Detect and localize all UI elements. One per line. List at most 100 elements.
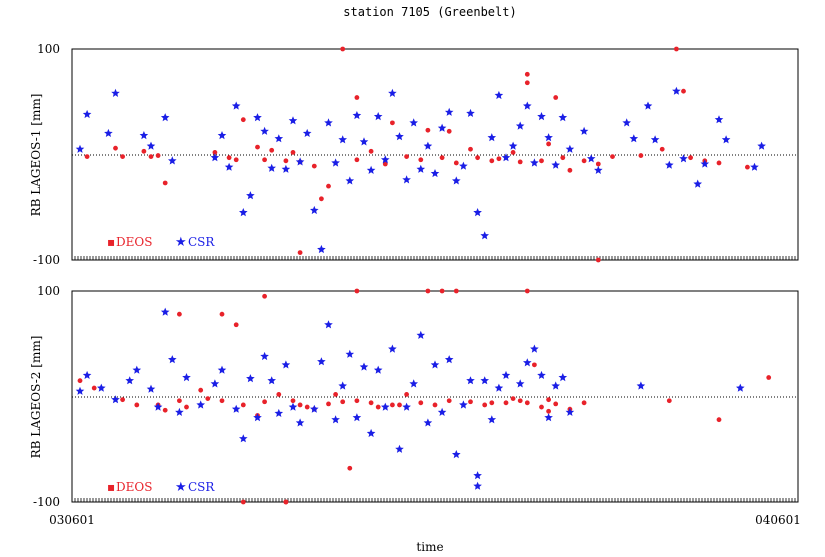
- point-deos: [276, 391, 282, 397]
- point-csr: [388, 344, 397, 353]
- point-csr: [388, 88, 397, 97]
- point-csr: [331, 415, 340, 424]
- point-deos: [162, 180, 168, 186]
- point-deos: [205, 396, 211, 402]
- point-deos: [262, 293, 267, 299]
- point-csr: [430, 360, 440, 369]
- point-csr: [246, 374, 255, 383]
- legend-csr-marker: ★: [175, 480, 187, 495]
- point-csr: [444, 107, 454, 116]
- point-csr: [544, 133, 553, 142]
- point-deos: [382, 161, 388, 167]
- point-deos: [233, 322, 239, 328]
- point-deos: [581, 158, 587, 164]
- point-csr: [352, 413, 362, 422]
- legend-csr-marker: ★: [175, 235, 187, 250]
- point-deos: [297, 250, 303, 256]
- point-csr: [473, 208, 482, 217]
- point-deos: [198, 387, 204, 393]
- y-axis-label: RB LAGEOS-1 [mm]: [29, 94, 43, 217]
- point-csr: [402, 402, 411, 411]
- point-deos: [546, 141, 551, 147]
- y-tick-label-bottom: -100: [33, 253, 60, 267]
- point-csr: [551, 160, 560, 169]
- point-csr: [594, 165, 603, 174]
- point-csr: [317, 244, 326, 254]
- point-csr: [473, 471, 482, 480]
- point-csr: [402, 175, 411, 184]
- point-deos: [390, 120, 395, 126]
- point-deos: [283, 158, 289, 164]
- point-csr: [295, 157, 305, 166]
- point-csr: [366, 428, 376, 438]
- point-deos: [688, 155, 693, 161]
- point-csr: [338, 381, 347, 390]
- point-deos: [233, 157, 239, 163]
- point-csr: [125, 376, 134, 385]
- point-csr: [409, 118, 418, 127]
- point-deos: [546, 397, 551, 403]
- point-deos: [134, 402, 140, 408]
- point-csr: [267, 376, 276, 385]
- point-csr: [175, 407, 184, 416]
- point-deos: [354, 157, 360, 163]
- point-csr: [487, 133, 497, 142]
- point-csr: [501, 370, 511, 379]
- point-deos: [304, 404, 310, 410]
- point-deos: [319, 196, 324, 202]
- point-csr: [622, 118, 631, 127]
- point-csr: [416, 330, 426, 339]
- point-deos: [177, 398, 182, 404]
- point-csr: [558, 113, 568, 122]
- legend: ▪ DEOS ★ CSR: [107, 235, 215, 250]
- point-csr: [650, 135, 660, 144]
- point-deos: [546, 408, 551, 414]
- point-deos: [397, 402, 402, 408]
- point-csr: [544, 413, 553, 422]
- point-csr: [636, 381, 646, 390]
- point-deos: [184, 404, 189, 410]
- point-deos: [638, 153, 644, 158]
- point-deos: [425, 288, 431, 294]
- point-csr: [146, 384, 156, 393]
- x-tick-label-start: 030601: [49, 513, 95, 527]
- point-csr: [359, 137, 369, 146]
- point-csr: [721, 135, 731, 144]
- point-deos: [269, 147, 275, 153]
- legend-csr-label: CSR: [188, 480, 215, 494]
- point-csr: [523, 358, 532, 367]
- point-csr: [345, 176, 355, 185]
- point-csr: [260, 351, 269, 361]
- point-deos: [219, 311, 225, 317]
- point-deos: [510, 149, 516, 155]
- point-deos: [347, 465, 353, 471]
- point-csr: [210, 153, 220, 162]
- point-csr: [523, 101, 532, 110]
- point-deos: [446, 128, 452, 134]
- point-deos: [340, 46, 346, 52]
- point-deos: [681, 88, 686, 94]
- point-deos: [240, 402, 246, 408]
- point-deos: [766, 375, 772, 380]
- point-deos: [524, 288, 530, 294]
- point-csr: [700, 159, 710, 168]
- point-deos: [674, 46, 679, 52]
- point-deos: [368, 148, 374, 154]
- point-csr: [104, 128, 113, 137]
- point-deos: [155, 153, 161, 158]
- point-csr: [466, 376, 475, 385]
- point-deos: [446, 398, 452, 404]
- point-csr: [466, 108, 475, 117]
- point-csr: [253, 113, 262, 122]
- point-deos: [553, 401, 559, 407]
- point-deos: [432, 402, 438, 408]
- point-csr: [586, 154, 596, 163]
- point-deos: [340, 399, 346, 405]
- point-csr: [643, 101, 653, 110]
- point-csr: [160, 307, 170, 316]
- point-deos: [354, 398, 360, 404]
- point-csr: [565, 144, 575, 153]
- point-deos: [510, 396, 516, 402]
- point-csr: [423, 418, 433, 427]
- point-csr: [679, 154, 688, 163]
